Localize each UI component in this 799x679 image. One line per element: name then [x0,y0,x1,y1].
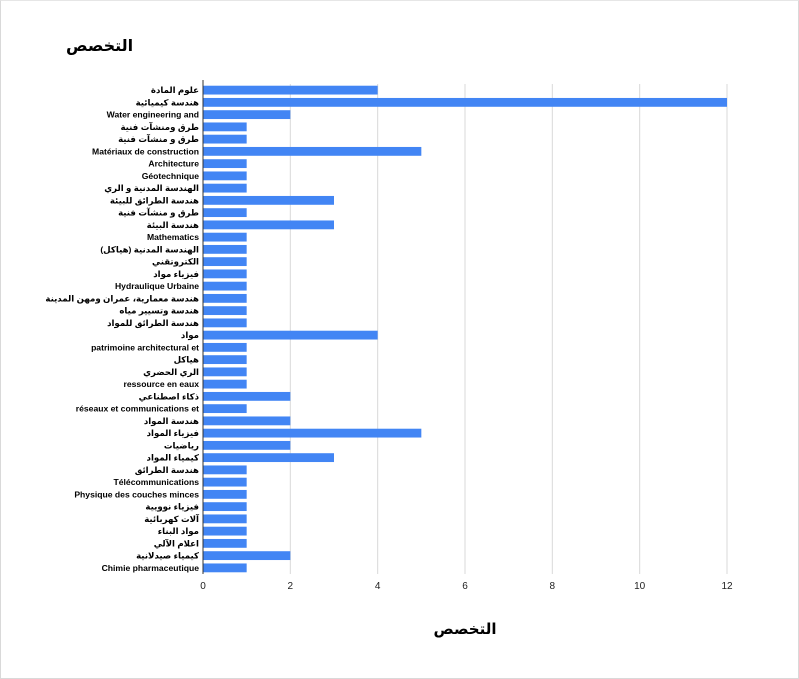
category-label: فيزياء مواد [153,269,199,280]
category-label: Matériaux de construction [92,146,199,156]
bar [203,404,247,414]
category-label: هندسة البيئة [147,220,199,230]
category-label: مواد [181,330,199,341]
bar [203,122,247,132]
category-label: Télécommunications [114,477,200,487]
bar [203,391,291,401]
bar [203,318,247,328]
category-label: طرق ومنشآت فنية [120,121,199,133]
category-label: الهندسة المدنية (هياكل) [100,244,199,255]
category-label: هندسة وتسيير مياه [119,306,199,317]
bar [203,85,378,95]
category-label: طرق و منشآت فنية [118,133,199,145]
x-tick-label: 6 [462,581,468,592]
bar [203,97,727,107]
bar [203,208,247,218]
category-label: هياكل [174,355,199,365]
bar [203,244,247,254]
bar [203,453,334,463]
bar [203,195,334,205]
bars [203,85,727,573]
bar [203,281,247,291]
bar [203,146,422,156]
category-label: الري الحضري [143,367,199,378]
x-tick-label: 0 [200,581,206,592]
category-label: Géotechnique [142,171,200,181]
category-label: هندسة كيميائية [136,97,199,107]
category-label: آلات كهربائية [144,513,200,525]
category-label: كيمياء المواد [147,453,199,464]
category-label: الكتروتقني [152,257,199,268]
category-label: ذكاء اصطناعي [139,391,200,401]
bar [203,477,247,487]
category-label: réseaux et communications et [76,404,199,414]
bar [203,367,247,377]
category-label: ressource en eaux [124,379,200,389]
category-label: patrimoine architectural et [91,342,199,352]
bar [203,134,247,144]
bar [203,171,247,181]
bar [203,269,247,279]
category-label: طرق و منشآت فنية [118,207,199,219]
chart-title: التخصص [66,38,134,55]
category-label: اعلام الآلي [154,538,199,549]
x-tick-labels: 0 2 4 6 8 10 12 [200,581,733,592]
bar [203,551,291,561]
bar [203,232,247,242]
bar [203,440,291,450]
bar [203,159,247,169]
bar [203,538,247,548]
bar [203,306,247,316]
bar [203,563,247,573]
category-label: Physique des couches minces [74,489,199,499]
category-label: Water engineering and [107,110,199,120]
bar [203,416,291,426]
category-label: هندسة الطرائق للمواد [107,318,199,329]
bar [203,257,247,267]
category-label: الهندسة المدنية و الري [104,183,199,194]
bar [203,502,247,512]
x-axis-title: التخصص [433,621,497,638]
category-label: علوم المادة [151,85,199,96]
bar [203,330,378,340]
category-label: فيزياء المواد [147,428,199,439]
category-label: هندسة المواد [144,416,199,427]
bar [203,293,247,303]
category-label: رياضيات [164,440,199,451]
bar [203,489,247,499]
category-label: مواد البناء [158,526,199,537]
category-label: هندسة الطرائق [135,465,199,476]
bar [203,428,422,438]
category-label: Architecture [148,159,199,169]
bar [203,110,291,120]
gridlines [289,84,728,574]
x-tick-label: 12 [721,581,733,592]
category-label: هندسة معمارية، عمران ومهن المدينة [45,293,199,304]
category-label: Mathematics [147,232,199,242]
bar [203,379,247,389]
bar [203,514,247,524]
bar [203,465,247,475]
category-label: فيزياء نوويية [145,502,199,513]
x-tick-label: 10 [634,581,646,592]
bar [203,355,247,365]
category-label: Hydraulique Urbaine [115,281,199,291]
bar [203,526,247,536]
category-label: كيمياء صيدلانية [136,551,199,561]
bar [203,220,334,230]
x-tick-label: 4 [375,581,381,592]
category-label: هندسة الطرائق للبيئة [110,195,199,206]
category-label: Chimie pharmaceutique [102,563,200,573]
x-tick-label: 2 [288,581,294,592]
bar [203,183,247,193]
bar [203,342,247,352]
x-tick-label: 8 [550,581,556,592]
